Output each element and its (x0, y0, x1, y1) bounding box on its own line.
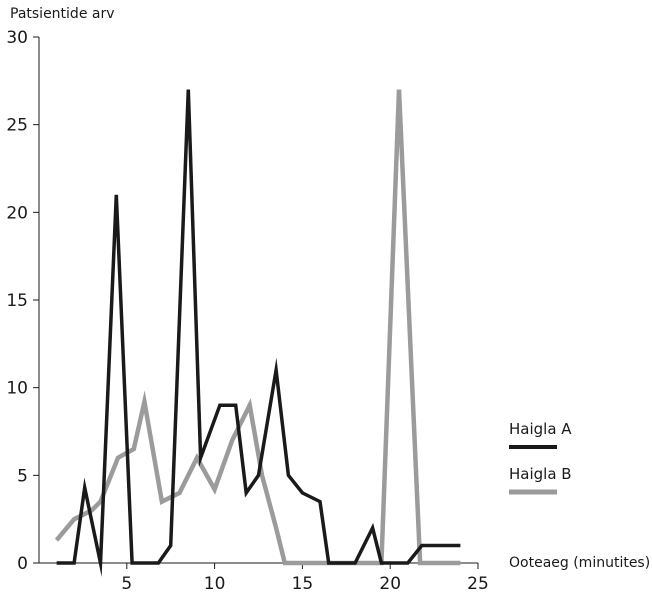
x-tick-label: 15 (292, 574, 314, 594)
x-tick-label: 10 (204, 574, 226, 594)
series-line-haigla-b (54, 89, 461, 566)
y-tick-label: 15 (6, 291, 28, 311)
y-tick-label: 0 (17, 554, 28, 574)
legend: Haigla A Haigla B (509, 420, 572, 495)
y-tick-label: 20 (6, 203, 28, 223)
y-ticks: 0 5 10 15 20 25 30 (6, 28, 39, 574)
legend-label-haigla-a: Haigla A (509, 420, 572, 438)
series-lines (54, 89, 461, 578)
y-tick-label: 5 (17, 466, 28, 486)
x-tick-label: 25 (467, 574, 489, 594)
y-tick-label: 30 (6, 28, 28, 48)
x-axis-label: Ooteaeg (minutites) (509, 555, 650, 571)
x-ticks: 5 10 15 20 25 (121, 563, 489, 594)
y-tick-label: 25 (6, 116, 28, 136)
legend-label-haigla-b: Haigla B (509, 465, 572, 483)
y-tick-label: 10 (6, 379, 28, 399)
x-tick-label: 20 (379, 574, 401, 594)
y-axis-label: Patsientide arv (10, 6, 115, 22)
series-line-haigla-a (56, 89, 461, 578)
x-tick-label: 5 (121, 574, 132, 594)
